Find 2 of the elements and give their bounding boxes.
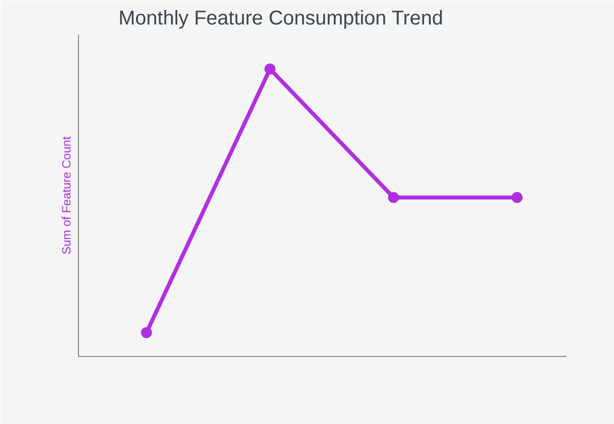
y-axis-title: Sum of Feature Count [60, 136, 74, 255]
chart-title: Monthly Feature Consumption Trend [118, 8, 444, 30]
